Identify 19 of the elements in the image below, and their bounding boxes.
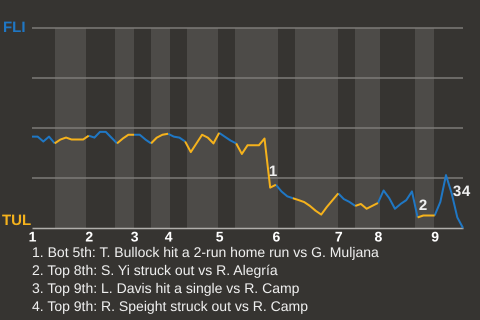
text: 1. Bot 5th: T. Bullock hit a 2-run home run vs G. Muljana — [32, 243, 379, 261]
annotation: 4 — [462, 183, 470, 200]
x-tick-label: 5 — [216, 228, 224, 244]
x-tick-label: 2 — [85, 228, 94, 244]
x-tick-label: 8 — [374, 228, 383, 244]
annotation: 1 — [268, 163, 278, 180]
text: 4. Top 9th: R. Speight struck out vs R. Camp — [32, 297, 308, 315]
annotation: 2 — [418, 197, 428, 214]
text: TUL — [2, 212, 32, 230]
x-tick-label: 6 — [272, 228, 280, 244]
x-tick-label: 7 — [334, 228, 343, 244]
x-tick-label: 9 — [431, 228, 440, 244]
x-tick-label: 1 — [28, 228, 37, 244]
text: 3. Top 9th: L. Davis hit a single vs R. Camp — [32, 279, 300, 297]
text: FLI — [3, 19, 26, 37]
annotation: 3 — [452, 183, 462, 200]
x-tick-label: 4 — [164, 228, 173, 244]
text: 2. Top 8th: S. Yi struck out vs R. Alegría — [32, 261, 278, 279]
x-tick-label: 3 — [130, 228, 139, 244]
